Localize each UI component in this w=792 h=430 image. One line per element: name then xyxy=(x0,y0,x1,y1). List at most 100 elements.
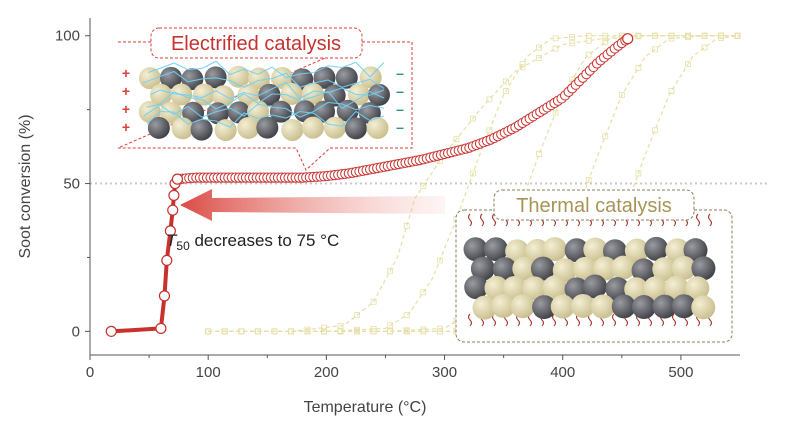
thermal-point xyxy=(470,115,476,122)
thermal-point xyxy=(668,32,675,39)
electrified-point xyxy=(168,189,180,201)
heat-wave xyxy=(707,213,713,227)
x-tick-label: 0 xyxy=(86,364,94,381)
electric-arc xyxy=(142,70,385,89)
particle xyxy=(691,295,716,320)
particle xyxy=(583,274,608,299)
minus-sign: – xyxy=(396,83,404,99)
thermal-point xyxy=(436,257,443,264)
particle xyxy=(664,275,689,300)
axes: 0 100 200 300 400 500 0 50 100 Temperature (°C) So… xyxy=(17,18,740,416)
minus-sign: – xyxy=(396,119,404,135)
thermal-curve-4 xyxy=(290,35,740,332)
thermal-point xyxy=(552,45,559,52)
particle xyxy=(335,66,358,89)
thermal-point xyxy=(585,37,592,44)
thermal-point xyxy=(718,32,724,39)
particle xyxy=(190,118,213,141)
x-tick-label: 400 xyxy=(550,364,575,381)
thermal-point xyxy=(370,328,377,335)
particle xyxy=(464,275,489,300)
particle xyxy=(611,294,636,319)
thermal-point xyxy=(536,151,542,157)
thermal-point xyxy=(652,46,658,53)
thermal-point xyxy=(685,61,691,68)
particle xyxy=(470,256,495,281)
thermal-point xyxy=(552,35,559,42)
particle xyxy=(564,238,589,263)
particle xyxy=(502,275,527,300)
thermal-point xyxy=(370,298,377,305)
electrified-inset: + – + – + – + – Electrified catalysis xyxy=(117,27,413,171)
particle xyxy=(336,99,359,122)
thermal-point xyxy=(701,44,708,51)
thermal-point xyxy=(635,65,642,71)
thermal-point xyxy=(602,133,609,140)
electrified-point xyxy=(622,33,634,45)
particle xyxy=(138,67,161,90)
plus-sign: + xyxy=(122,83,130,99)
particle xyxy=(491,293,516,318)
electrified-point xyxy=(105,325,117,337)
particle xyxy=(483,237,508,262)
particle xyxy=(631,258,656,283)
electrified-point xyxy=(164,225,176,237)
thermal-point xyxy=(420,289,427,296)
particle xyxy=(492,257,517,282)
x-axis-label: Temperature (°C) xyxy=(304,399,427,416)
thermal-point xyxy=(354,328,360,335)
particle xyxy=(181,68,204,91)
plus-sign: + xyxy=(122,119,130,135)
thermal-curve-2 xyxy=(208,35,740,332)
particle xyxy=(583,237,608,262)
thermal-point xyxy=(536,44,542,51)
thermal-point xyxy=(271,328,278,335)
thermal-point xyxy=(337,328,344,335)
particle xyxy=(147,116,170,139)
thermal-curve-1 xyxy=(208,35,740,332)
heat-wave xyxy=(551,313,557,327)
electrified-point xyxy=(158,290,171,302)
particle xyxy=(510,294,535,319)
thermal-point xyxy=(321,324,327,331)
t50-arrow-shape xyxy=(180,189,445,221)
electrode-signs: + – + – + – + – xyxy=(122,65,404,135)
thermal-particle-bed xyxy=(463,236,716,320)
particle xyxy=(631,295,656,320)
thermal-point xyxy=(602,39,609,46)
electric-arc xyxy=(146,90,385,110)
thermal-point xyxy=(321,328,327,335)
electrified-point xyxy=(167,204,179,216)
thermal-point xyxy=(288,328,294,335)
particle xyxy=(323,116,346,139)
particle xyxy=(212,85,235,108)
thermal-point xyxy=(254,328,261,335)
thermal-point xyxy=(652,32,658,39)
particle xyxy=(652,257,677,282)
particle xyxy=(573,256,598,281)
particle xyxy=(344,117,367,140)
particle xyxy=(313,66,336,89)
electric-arc xyxy=(143,101,385,118)
thermal-point xyxy=(569,40,576,47)
thermal-point xyxy=(635,32,642,39)
thermal-point xyxy=(354,312,360,318)
electrified-inset-frame xyxy=(117,41,413,171)
electrified-point xyxy=(171,173,184,185)
particle xyxy=(463,237,488,262)
particle xyxy=(206,102,229,125)
thermal-point xyxy=(503,78,509,85)
thermal-point xyxy=(585,51,592,58)
thermal-point xyxy=(569,34,576,40)
x-tick-label: 300 xyxy=(432,364,457,381)
electrified-title-box xyxy=(150,27,363,59)
thermal-point xyxy=(387,328,394,335)
thermal-point xyxy=(436,328,443,335)
thermal-point xyxy=(205,328,212,335)
electrified-particle-bed xyxy=(138,65,390,142)
particle xyxy=(542,275,567,300)
thermal-point xyxy=(337,322,344,329)
particle xyxy=(366,116,389,139)
thermal-point xyxy=(602,35,609,42)
